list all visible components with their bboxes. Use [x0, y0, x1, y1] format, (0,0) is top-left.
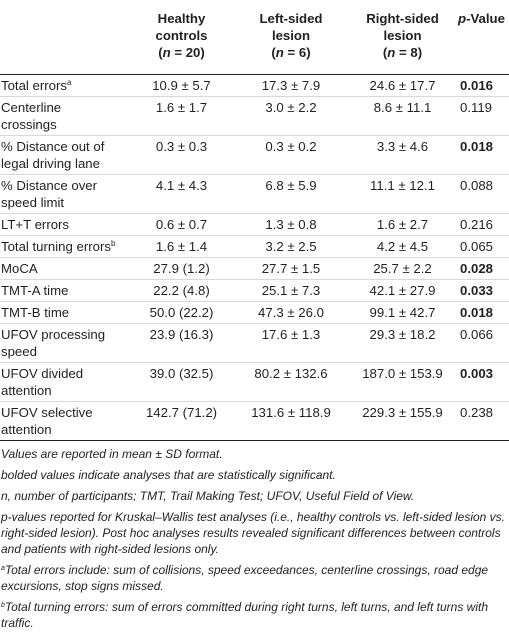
cell-c1: 10.9 ± 5.7	[128, 74, 235, 97]
cell-c2: 25.1 ± 7.3	[235, 279, 347, 302]
cell-p-value: 0.033	[458, 279, 509, 302]
cell-c2: 47.3 ± 26.0	[235, 301, 347, 324]
cell-p-value: 0.016	[458, 74, 509, 97]
header-right-sided-lesion: Right-sided lesion (n = 8)	[347, 0, 458, 75]
cell-c3: 42.1 ± 27.9	[347, 279, 458, 302]
table-row: UFOV selective attention 142.7 (71.2) 131.6…	[0, 401, 509, 441]
row-label: MoCA	[0, 257, 128, 280]
row-label: Total turning errorsb	[0, 235, 128, 258]
cell-c3: 24.6 ± 17.7	[347, 74, 458, 97]
row-label: LT+T errors	[0, 213, 128, 236]
footnote-bold: bolded values indicate analyses that are…	[1, 468, 336, 482]
cell-c1: 50.0 (22.2)	[128, 301, 235, 324]
table-row: % Distance over speed limit 4.1 ± 4.3 6.8 ±…	[0, 174, 509, 214]
row-label: % Distance out of legal driving lane	[0, 135, 128, 175]
footnote-turning-errors: bTotal turning errors: sum of errors com…	[1, 600, 488, 630]
cell-p-value: 0.238	[458, 401, 509, 441]
table-row: UFOV processing speed 23.9 (16.3) 17.6 ± 1.…	[0, 323, 509, 363]
row-label: TMT-A time	[0, 279, 128, 302]
cell-c1: 1.6 ± 1.7	[128, 96, 235, 136]
cell-c3: 229.3 ± 155.9	[347, 401, 458, 441]
footnote-total-errors: aTotal errors include: sum of collisions…	[1, 563, 489, 593]
cell-c3: 99.1 ± 42.7	[347, 301, 458, 324]
cell-c3: 25.7 ± 2.2	[347, 257, 458, 280]
table-row: UFOV divided attention 39.0 (32.5) 80.2 ± 1…	[0, 362, 509, 402]
cell-c1: 27.9 (1.2)	[128, 257, 235, 280]
cell-p-value: 0.028	[458, 257, 509, 280]
cell-c1: 142.7 (71.2)	[128, 401, 235, 441]
row-label: TMT-B time	[0, 301, 128, 324]
results-table: Healthy controls (n = 20) Left-sided les…	[0, 0, 509, 441]
table-header: Healthy controls (n = 20) Left-sided les…	[0, 0, 509, 75]
cell-c2: 27.7 ± 1.5	[235, 257, 347, 280]
table-row: Centerline crossings 1.6 ± 1.7 3.0 ± 2.2 8.6…	[0, 96, 509, 136]
cell-p-value: 0.003	[458, 362, 509, 402]
cell-c2: 3.0 ± 2.2	[235, 96, 347, 136]
cell-p-value: 0.018	[458, 135, 509, 175]
table-row: TMT-B time 50.0 (22.2) 47.3 ± 26.0 99.1 ± 4…	[0, 301, 509, 324]
cell-c1: 23.9 (16.3)	[128, 323, 235, 363]
cell-c1: 0.6 ± 0.7	[128, 213, 235, 236]
row-label: % Distance over speed limit	[0, 174, 128, 214]
row-label: Centerline crossings	[0, 96, 128, 136]
cell-p-value: 0.216	[458, 213, 509, 236]
header-left-sided-lesion: Left-sided lesion (n = 6)	[235, 0, 347, 75]
table-row: LT+T errors 0.6 ± 0.7 1.3 ± 0.8 1.6 ± 2.7 0.…	[0, 213, 509, 236]
cell-c3: 8.6 ± 11.1	[347, 96, 458, 136]
footnote-abbreviations: n, number of participants; TMT, Trail Ma…	[1, 489, 415, 503]
table-row: MoCA 27.9 (1.2) 27.7 ± 1.5 25.7 ± 2.2 0.028	[0, 257, 509, 280]
table-body: Total errorsa 10.9 ± 5.7 17.3 ± 7.9 24.6 ± …	[0, 74, 509, 441]
row-label: Total errorsa	[0, 74, 128, 97]
cell-c2: 131.6 ± 118.9	[235, 401, 347, 441]
cell-c2: 3.2 ± 2.5	[235, 235, 347, 258]
cell-c3: 11.1 ± 12.1	[347, 174, 458, 214]
footnote-format: Values are reported in mean ± SD format.	[1, 447, 223, 461]
cell-c2: 80.2 ± 132.6	[235, 362, 347, 402]
cell-c2: 17.6 ± 1.3	[235, 323, 347, 363]
table-footnotes: Values are reported in mean ± SD format.…	[1, 446, 505, 636]
header-blank	[0, 0, 128, 75]
cell-c1: 22.2 (4.8)	[128, 279, 235, 302]
cell-c1: 0.3 ± 0.3	[128, 135, 235, 175]
row-label: UFOV divided attention	[0, 362, 128, 402]
cell-c3: 187.0 ± 153.9	[347, 362, 458, 402]
cell-c3: 29.3 ± 18.2	[347, 323, 458, 363]
header-healthy-controls: Healthy controls (n = 20)	[128, 0, 235, 75]
cell-p-value: 0.088	[458, 174, 509, 214]
cell-c3: 4.2 ± 4.5	[347, 235, 458, 258]
cell-c2: 1.3 ± 0.8	[235, 213, 347, 236]
cell-p-value: 0.066	[458, 323, 509, 363]
cell-p-value: 0.018	[458, 301, 509, 324]
cell-c2: 6.8 ± 5.9	[235, 174, 347, 214]
table-row: Total errorsa 10.9 ± 5.7 17.3 ± 7.9 24.6 ± …	[0, 74, 509, 97]
cell-c1: 4.1 ± 4.3	[128, 174, 235, 214]
table-row: Total turning errorsb 1.6 ± 1.4 3.2 ± 2.5 4…	[0, 235, 509, 258]
cell-p-value: 0.065	[458, 235, 509, 258]
cell-c3: 3.3 ± 4.6	[347, 135, 458, 175]
cell-c2: 17.3 ± 7.9	[235, 74, 347, 97]
cell-c1: 1.6 ± 1.4	[128, 235, 235, 258]
cell-c1: 39.0 (32.5)	[128, 362, 235, 402]
row-label: UFOV selective attention	[0, 401, 128, 441]
cell-c2: 0.3 ± 0.2	[235, 135, 347, 175]
table-row: % Distance out of legal driving lane 0.3 ±…	[0, 135, 509, 175]
cell-c3: 1.6 ± 2.7	[347, 213, 458, 236]
row-label: UFOV processing speed	[0, 323, 128, 363]
footnote-p-values: p-values reported for Kruskal–Wallis tes…	[1, 510, 505, 556]
header-p-value: p-Value	[458, 0, 509, 75]
cell-p-value: 0.119	[458, 96, 509, 136]
table-row: TMT-A time 22.2 (4.8) 25.1 ± 7.3 42.1 ± 27.…	[0, 279, 509, 302]
